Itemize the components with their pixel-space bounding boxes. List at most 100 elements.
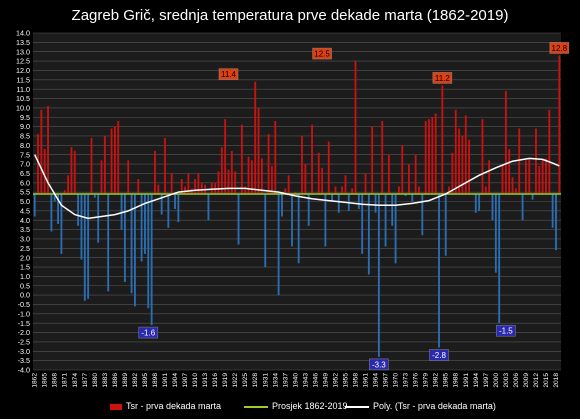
bar-1973 bbox=[404, 194, 407, 196]
bar-1914 bbox=[207, 194, 210, 221]
bar-2017 bbox=[551, 194, 554, 228]
y-tick-label: 3.5 bbox=[20, 225, 30, 234]
bar-1902 bbox=[167, 194, 170, 228]
y-tick-label: 3.0 bbox=[20, 235, 30, 244]
annotation-label-1896: -1.6 bbox=[141, 328, 155, 337]
bar-1964 bbox=[374, 194, 377, 213]
bar-1897 bbox=[150, 194, 153, 326]
bar-1865 bbox=[43, 149, 46, 195]
bar-1886 bbox=[113, 126, 116, 195]
bar-1943 bbox=[304, 164, 307, 195]
bar-1912 bbox=[200, 182, 203, 195]
bar-1961 bbox=[364, 173, 367, 195]
y-tick-label: 14.0 bbox=[16, 29, 30, 38]
bar-1875 bbox=[77, 194, 80, 226]
x-tick-label: 1979 bbox=[423, 373, 430, 388]
x-tick-label: 1937 bbox=[282, 373, 289, 388]
bar-1972 bbox=[401, 145, 404, 195]
bar-1988 bbox=[454, 109, 457, 195]
bar-1862 bbox=[33, 194, 36, 217]
y-tick-label: 5.5 bbox=[20, 188, 30, 197]
x-tick-label: 1898 bbox=[152, 373, 159, 388]
bar-1983 bbox=[438, 194, 440, 348]
bar-1970 bbox=[394, 194, 397, 264]
bar-2014 bbox=[541, 160, 544, 195]
bar-1971 bbox=[398, 186, 400, 195]
annotation-label-1965: -3.3 bbox=[372, 360, 386, 369]
bar-1922 bbox=[234, 171, 237, 195]
legend-item-trend: Poly. (Tsr - prva dekada marta) bbox=[345, 401, 496, 411]
x-tick-label: 1877 bbox=[82, 373, 89, 388]
x-tick-label: 1991 bbox=[463, 373, 470, 388]
bar-1955 bbox=[344, 175, 347, 195]
bar-1975 bbox=[411, 194, 414, 202]
annotation-label-2003: -1.5 bbox=[499, 327, 513, 336]
bar-1981 bbox=[431, 117, 434, 195]
bar-1898 bbox=[154, 150, 156, 195]
bar-2009 bbox=[524, 160, 527, 195]
bar-1888 bbox=[120, 194, 123, 230]
annotation-label-1920: 11.4 bbox=[221, 70, 237, 79]
bar-2008 bbox=[521, 194, 524, 221]
bar-2000 bbox=[494, 194, 497, 273]
bar-1876 bbox=[80, 194, 83, 260]
legend-swatch-trend bbox=[345, 405, 369, 408]
x-tick-label: 1994 bbox=[473, 373, 480, 388]
bar-1899 bbox=[157, 184, 160, 195]
x-tick-label: 1940 bbox=[292, 373, 299, 388]
y-tick-label: 1.5 bbox=[20, 263, 30, 272]
bar-1959 bbox=[357, 194, 360, 209]
bar-1873 bbox=[70, 147, 73, 195]
x-tick-label: 2009 bbox=[523, 373, 530, 388]
bar-1979 bbox=[424, 120, 427, 195]
y-tick-label: -2.0 bbox=[18, 328, 30, 337]
x-tick-label: 1961 bbox=[363, 373, 370, 388]
bar-1895 bbox=[144, 194, 146, 254]
x-tick-label: 1913 bbox=[202, 373, 209, 388]
bar-2010 bbox=[528, 158, 531, 195]
annotation-label-1984: 11.2 bbox=[435, 74, 451, 83]
bar-1919 bbox=[224, 119, 227, 195]
annotation-label-1948: 12.5 bbox=[314, 49, 330, 58]
bar-2019 bbox=[558, 55, 561, 195]
bar-2002 bbox=[501, 164, 504, 195]
bar-1890 bbox=[127, 160, 130, 195]
bar-1908 bbox=[187, 173, 190, 195]
x-tick-label: 1943 bbox=[302, 373, 309, 388]
bar-1950 bbox=[327, 141, 330, 195]
bar-2004 bbox=[508, 149, 511, 195]
bar-1864 bbox=[40, 109, 43, 195]
y-tick-label: -0.5 bbox=[18, 300, 30, 309]
bar-1901 bbox=[164, 137, 166, 195]
legend-label-bars: Tsr - prva dekada marta bbox=[126, 401, 222, 411]
bar-1940 bbox=[294, 192, 297, 195]
x-tick-label: 1910 bbox=[192, 373, 199, 388]
bar-1925 bbox=[244, 186, 247, 195]
bar-1934 bbox=[274, 120, 277, 195]
bar-1879 bbox=[90, 137, 93, 195]
bar-2005 bbox=[511, 177, 514, 195]
x-tick-label: 1928 bbox=[252, 373, 259, 388]
y-tick-label: 8.0 bbox=[20, 141, 30, 150]
bar-1978 bbox=[421, 194, 424, 236]
x-tick-label: 1883 bbox=[102, 373, 109, 388]
y-tick-label: 12.5 bbox=[16, 57, 30, 66]
annotation-label-2019: 12.8 bbox=[552, 44, 568, 53]
bar-1937 bbox=[284, 188, 287, 195]
x-tick-label: 1886 bbox=[112, 373, 119, 388]
bar-1947 bbox=[317, 152, 320, 195]
x-tick-label: 1949 bbox=[322, 373, 329, 388]
annotation-box-1896 bbox=[138, 326, 159, 339]
y-tick-label: 13.5 bbox=[16, 38, 30, 47]
bar-1881 bbox=[97, 194, 100, 243]
x-tick-label: 1982 bbox=[433, 373, 440, 388]
bar-1927 bbox=[250, 160, 253, 195]
x-tick-label: 2003 bbox=[503, 373, 510, 388]
bar-1923 bbox=[237, 194, 240, 245]
bar-1992 bbox=[468, 139, 471, 195]
bar-1941 bbox=[297, 194, 300, 264]
trend-line bbox=[34, 154, 560, 220]
y-tick-label: 11.5 bbox=[17, 75, 30, 84]
y-tick-label: -2.5 bbox=[18, 338, 30, 347]
